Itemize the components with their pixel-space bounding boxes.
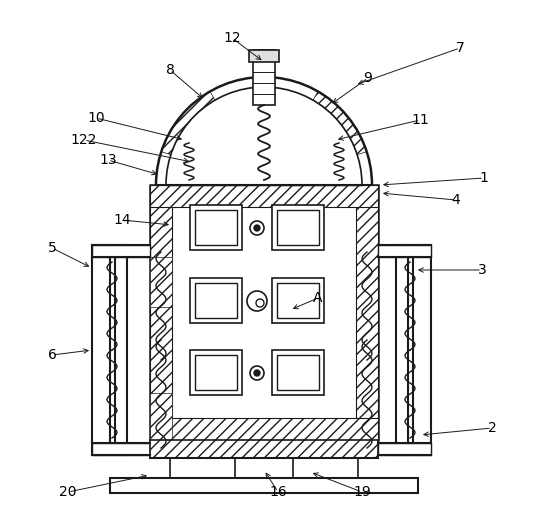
Bar [195,283,237,318]
Text: 1: 1 [480,171,489,185]
Text: 12: 12 [223,31,241,45]
Bar [190,350,242,395]
Bar [92,245,150,257]
Bar [396,245,408,455]
Bar [378,443,431,455]
Bar [249,50,279,62]
Polygon shape [313,92,367,155]
Text: 7: 7 [456,41,465,55]
Text: 122: 122 [71,133,97,147]
Bar [150,257,172,307]
Bar [356,185,378,440]
Text: 6: 6 [48,348,57,362]
Text: 5: 5 [48,241,57,255]
Text: 8: 8 [166,63,175,77]
Bar [293,458,358,478]
Bar [92,245,110,455]
Circle shape [256,299,264,307]
Polygon shape [161,92,215,155]
Bar [150,185,378,440]
Text: 14: 14 [113,213,131,227]
Bar [195,355,237,390]
Text: 9: 9 [364,71,372,85]
Bar [272,278,324,323]
Text: 20: 20 [59,485,77,499]
Circle shape [254,370,260,376]
Bar [110,478,418,493]
Bar [92,443,150,455]
Bar [277,283,319,318]
Bar [277,355,319,390]
Bar [253,50,275,105]
Bar [170,458,235,478]
Text: 3: 3 [477,263,486,277]
Bar [150,185,378,207]
Bar [150,440,378,458]
Circle shape [254,225,260,231]
Bar [150,393,172,443]
Circle shape [250,221,264,235]
Bar [150,418,378,440]
Bar [272,350,324,395]
Text: 16: 16 [269,485,287,499]
Bar [190,205,242,250]
Bar [277,210,319,245]
Bar [115,245,127,455]
Text: 2: 2 [488,421,497,435]
Circle shape [247,291,267,311]
Text: A: A [313,291,323,305]
Bar [272,205,324,250]
Bar [378,245,431,257]
Bar [195,210,237,245]
Text: 4: 4 [452,193,460,207]
Bar [190,278,242,323]
Text: 19: 19 [353,485,371,499]
Text: 13: 13 [99,153,117,167]
Circle shape [250,366,264,380]
Bar [150,185,172,440]
Text: 11: 11 [411,113,429,127]
Bar [413,245,431,455]
Text: 10: 10 [87,111,105,125]
